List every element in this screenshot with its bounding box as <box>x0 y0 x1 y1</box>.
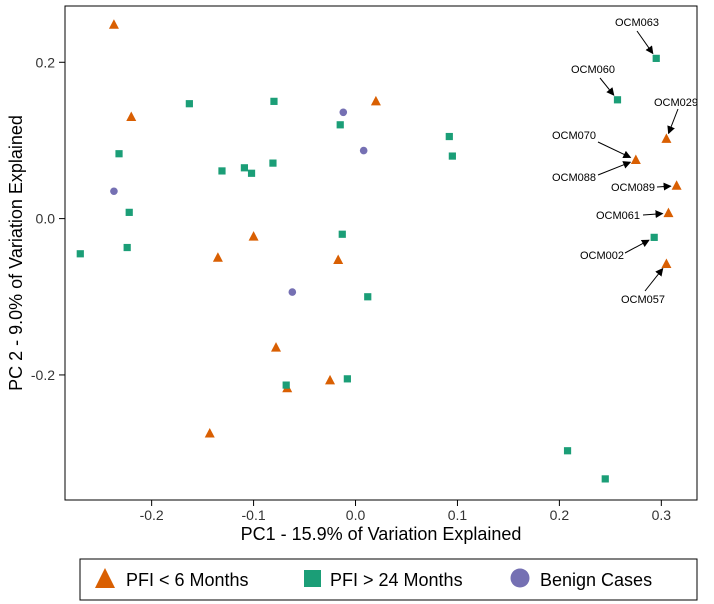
annotation-label: OCM060 <box>571 64 615 76</box>
triangle-point <box>333 254 344 265</box>
x-tick-label: 0.2 <box>550 507 570 523</box>
y-axis-title: PC 2 - 9.0% of Variation Explained <box>6 115 26 391</box>
square-point <box>247 169 256 177</box>
square-point <box>445 132 453 141</box>
triangle-point <box>325 374 336 385</box>
square-point <box>240 164 249 172</box>
triangle-point <box>248 231 259 241</box>
triangle-point <box>271 342 282 352</box>
square-point <box>125 208 133 216</box>
circle-point <box>339 108 348 117</box>
legend-label-pfi-gt-24: PFI > 24 Months <box>330 570 463 590</box>
triangle-point <box>630 154 641 164</box>
annotation-arrow <box>636 30 654 55</box>
square-point <box>448 152 456 160</box>
annotation-label: OCM063 <box>615 17 659 29</box>
legend-circle-icon <box>510 568 530 588</box>
legend-frame <box>79 558 698 601</box>
annotation-arrow <box>642 210 664 219</box>
square-point <box>613 96 622 104</box>
square-point <box>650 233 658 241</box>
y-axis-ticks: 0.2 0.0 -0.2 <box>31 54 65 383</box>
circle-point <box>110 187 118 196</box>
y-tick-label: 0.0 <box>36 211 56 227</box>
annotation-label: OCM089 <box>611 182 655 194</box>
square-point <box>336 121 344 129</box>
square-point <box>270 97 278 105</box>
square-point <box>338 230 346 238</box>
annotation-label: OCM070 <box>552 130 596 142</box>
annotation-label: OCM061 <box>596 210 640 222</box>
annotation-label: OCM057 <box>621 294 665 306</box>
square-point <box>76 250 84 258</box>
triangle-point <box>212 252 223 262</box>
triangle-point <box>661 133 672 143</box>
annotation-arrow <box>624 239 650 254</box>
triangle-point <box>126 111 137 121</box>
series-pfi-6-months <box>108 19 682 438</box>
triangle-point <box>663 207 674 218</box>
annotation-arrow <box>667 108 679 135</box>
annotation-label: OCM002 <box>580 250 624 262</box>
square-point <box>364 293 372 301</box>
square-point <box>123 243 131 252</box>
annotation-arrow <box>599 77 615 96</box>
annotation-arrow <box>597 161 632 176</box>
triangle-point <box>661 258 672 268</box>
x-tick-label: 0.0 <box>346 507 366 523</box>
x-tick-label: 0.3 <box>652 507 672 523</box>
annotation-label: OCM088 <box>552 172 596 184</box>
x-tick-label: -0.1 <box>242 507 266 523</box>
series-pfi-24-months <box>76 54 660 483</box>
triangle-point <box>671 180 682 190</box>
x-tick-label: 0.1 <box>448 507 468 523</box>
x-axis-title: PC1 - 15.9% of Variation Explained <box>241 524 522 544</box>
legend-label-benign: Benign Cases <box>540 570 652 590</box>
triangle-point <box>204 428 215 438</box>
annotation-arrow <box>597 141 632 159</box>
y-tick-label: 0.2 <box>36 54 56 70</box>
annotation-label: OCM029 <box>654 97 698 109</box>
triangle-point <box>370 95 381 106</box>
x-axis-ticks: -0.2 -0.1 0.0 0.1 0.2 0.3 <box>140 500 672 523</box>
legend-triangle-icon <box>95 568 115 588</box>
square-point <box>218 167 226 175</box>
plot-frame <box>64 5 698 501</box>
square-point <box>601 475 609 483</box>
square-point <box>269 159 277 167</box>
series-benign-cases <box>110 108 368 296</box>
square-point <box>115 150 123 158</box>
y-tick-label: -0.2 <box>31 367 55 383</box>
square-point <box>343 375 351 383</box>
triangle-point <box>108 19 119 29</box>
legend: PFI < 6 Months PFI > 24 Months Benign Ca… <box>79 558 698 601</box>
x-tick-label: -0.2 <box>140 507 164 523</box>
square-point <box>652 54 660 62</box>
circle-point <box>359 146 368 155</box>
square-point <box>282 381 290 389</box>
annotation-arrow <box>644 267 664 292</box>
square-point <box>185 100 193 108</box>
point-annotations: OCM063 OCM060 OCM029 OCM070 OCM088 OCM089 OCM0… <box>552 17 698 306</box>
legend-square-icon <box>304 570 321 587</box>
square-point <box>563 447 572 455</box>
legend-label-pfi-lt-6: PFI < 6 Months <box>126 570 249 590</box>
annotation-arrow <box>656 182 672 191</box>
data-points <box>76 19 682 483</box>
circle-point <box>288 288 297 296</box>
